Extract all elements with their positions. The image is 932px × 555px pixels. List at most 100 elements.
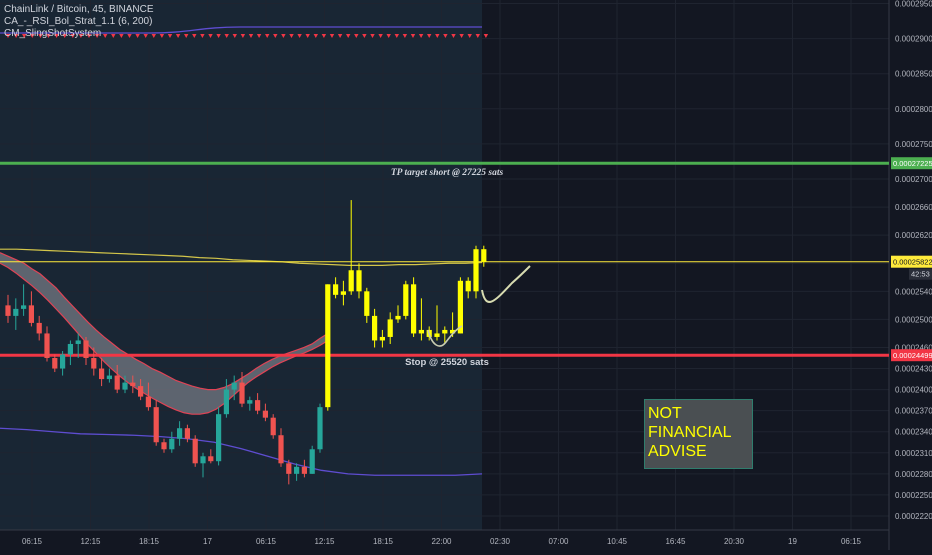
sell-marker xyxy=(427,34,432,38)
candle-body xyxy=(153,407,159,443)
projection-curve xyxy=(481,265,531,303)
candle-body xyxy=(223,389,229,415)
sell-marker xyxy=(418,34,424,38)
x-tick-label: 06:15 xyxy=(841,537,862,546)
x-tick-label: 22:00 xyxy=(431,537,452,546)
sell-marker xyxy=(362,34,367,38)
sell-marker xyxy=(273,34,278,38)
candle-body xyxy=(208,456,214,462)
candle-body xyxy=(114,375,120,390)
note-line-3: ADVISE xyxy=(648,443,707,460)
sell-marker xyxy=(475,34,480,38)
candle-body xyxy=(177,428,183,439)
candle-body xyxy=(91,358,97,369)
candle-body xyxy=(481,249,487,262)
candle-body xyxy=(247,400,253,404)
sell-marker xyxy=(386,34,391,38)
candle-body xyxy=(450,329,456,334)
disclaimer-note[interactable]: NOT FINANCIAL ADVISE xyxy=(644,399,753,469)
sell-marker xyxy=(483,34,489,38)
sell-marker xyxy=(175,34,181,38)
sell-marker xyxy=(281,34,286,38)
candle-body xyxy=(278,435,284,464)
candle-body xyxy=(301,466,307,474)
sell-marker xyxy=(135,34,140,38)
sell-marker xyxy=(248,34,254,38)
candle-body xyxy=(122,382,128,390)
sell-marker xyxy=(22,34,27,38)
candle-body xyxy=(348,270,354,292)
candle-body xyxy=(325,284,331,408)
current-price-text: 0.00025822 xyxy=(893,258,932,267)
sell-marker xyxy=(297,34,302,38)
candle-body xyxy=(262,410,268,418)
candle-body xyxy=(5,305,11,316)
candle-body xyxy=(13,308,19,316)
candle-body xyxy=(473,249,479,292)
symbol-title: ChainLink / Bitcoin, 45, BINANCE xyxy=(4,4,154,15)
sell-marker xyxy=(86,34,92,38)
sell-marker xyxy=(151,34,156,38)
sell-marker xyxy=(143,34,148,38)
x-tick-label: 18:15 xyxy=(139,537,160,546)
sell-marker xyxy=(459,34,464,38)
sell-marker xyxy=(208,34,213,38)
candle-body xyxy=(379,336,385,341)
price-badge-text-1: 0.00024499 xyxy=(893,351,932,360)
sell-marker xyxy=(184,34,189,38)
candle-body xyxy=(434,333,440,337)
candle-body xyxy=(442,329,448,334)
sell-marker xyxy=(443,34,448,38)
tp-label: TP target short @ 27225 sats xyxy=(391,168,504,178)
sell-marker xyxy=(305,34,310,38)
sell-marker xyxy=(94,34,100,38)
indicator-slingshot[interactable]: CM_SlingShotSystem xyxy=(4,28,102,39)
sell-marker xyxy=(5,34,11,38)
cloud-lower-edge xyxy=(0,262,329,415)
x-tick-label: 16:45 xyxy=(665,537,686,546)
candle-body xyxy=(200,456,206,464)
sell-marker xyxy=(265,34,270,38)
sell-marker xyxy=(200,34,205,38)
sell-marker xyxy=(232,34,237,38)
price-badge-1 xyxy=(891,349,932,362)
sell-marker xyxy=(337,34,343,38)
note-line-2: FINANCIAL xyxy=(648,424,732,441)
candle-body xyxy=(457,280,463,334)
candle-body xyxy=(387,319,393,337)
sell-marker xyxy=(410,34,416,38)
x-tick-label: 17 xyxy=(203,537,212,546)
candle-body xyxy=(364,291,370,316)
candle-body xyxy=(36,322,42,334)
bollinger-cloud xyxy=(0,252,328,415)
sell-marker xyxy=(354,34,359,38)
indicator-rsi-bol[interactable]: CA_-_RSI_Bol_Strat_1.1 (6, 200) xyxy=(4,16,153,27)
sell-marker xyxy=(159,34,165,38)
sell-marker xyxy=(451,34,456,38)
chart-legend: ChainLink / Bitcoin, 45, BINANCE CA_-_RS… xyxy=(4,4,154,40)
x-tick-label: 12:15 xyxy=(80,537,101,546)
moving-average-line xyxy=(0,248,483,266)
x-tick-label: 20:30 xyxy=(724,537,745,546)
pattern-curve xyxy=(427,325,463,347)
sell-marker xyxy=(13,34,19,38)
current-price-badge xyxy=(891,255,932,268)
candle-body xyxy=(418,329,424,334)
candle-body xyxy=(145,396,151,408)
candle-body xyxy=(340,291,346,295)
sell-marker xyxy=(38,34,43,38)
